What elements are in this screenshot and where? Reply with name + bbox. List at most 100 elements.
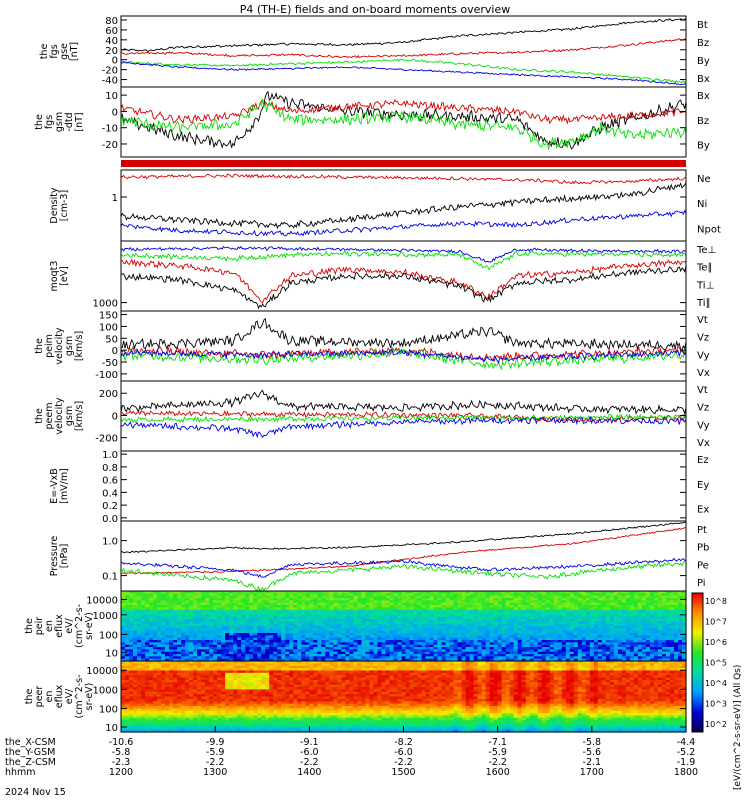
legend-ez: Ez <box>697 455 709 466</box>
legend-ex: Ex <box>697 505 709 516</box>
panel-fgs_gsm_detrend <box>120 86 687 158</box>
x-row-label: hhmm <box>5 767 36 778</box>
y-axis-label: the <box>34 338 45 354</box>
series-line-peem_velocity-2 <box>120 413 687 424</box>
x-tick-label: -9.9 <box>206 737 225 748</box>
y-axis-label: en <box>44 620 55 632</box>
series-line-fgs_gsm_detrend-1 <box>120 98 687 125</box>
x-tick-label: -2.2 <box>488 757 507 768</box>
series-line-fgs_gse-0 <box>120 17 687 53</box>
legend-te⊥: Te⊥ <box>696 245 716 256</box>
series-line-temperature-1 <box>120 265 687 310</box>
y-axis-label: gse <box>59 43 70 60</box>
series-line-fgs_gsm_detrend-2 <box>120 98 687 150</box>
y-tick-label: 150 <box>99 311 118 322</box>
series-line-peem_velocity-0 <box>120 389 687 416</box>
colorbar-tick: 10^3 <box>705 700 727 709</box>
series-line-temperature-2 <box>120 245 687 263</box>
y-axis-label: -dtd <box>64 112 75 131</box>
legend-vy: Vy <box>697 420 710 431</box>
series-line-peim_velocity-1 <box>120 345 687 363</box>
y-tick-label: 80 <box>105 16 118 27</box>
x-tick-label: 1600 <box>486 767 510 778</box>
y-axis-label: velocity <box>54 397 65 435</box>
x-tick-label: 1800 <box>674 767 698 778</box>
legend-bt: Bt <box>697 20 708 31</box>
legend-vz: Vz <box>697 403 709 414</box>
panel-frame <box>120 15 687 88</box>
y-axis-label: gsm <box>64 406 75 426</box>
colorbar-tick: 10^6 <box>705 638 727 647</box>
legend-ey: Ey <box>697 480 709 491</box>
series-line-pressure-1 <box>120 526 687 575</box>
y-tick-label: -10 <box>102 124 118 135</box>
y-tick-label: -50 <box>102 358 118 369</box>
y-axis-label: peem <box>44 403 55 430</box>
y-axis-label: [nT] <box>74 112 85 131</box>
y-tick-label: 20 <box>105 46 118 57</box>
x-tick-label: -5.8 <box>112 747 131 758</box>
legend-bz: Bz <box>697 38 709 49</box>
y-axis-label: sr-eV) <box>84 612 95 640</box>
colorbar-tick: 10^4 <box>705 679 727 688</box>
series-line-peim_velocity-0 <box>120 317 687 351</box>
y-tick-label: -100 <box>95 370 118 381</box>
legend-by: By <box>697 56 710 67</box>
y-axis-label: the <box>34 114 45 130</box>
y-axis-label: eflux <box>54 684 65 708</box>
y-tick-label: 0 <box>112 107 118 118</box>
y-tick-label: -20 <box>102 140 118 151</box>
panel-frame <box>120 450 687 522</box>
series-line-pressure-0 <box>120 521 687 554</box>
y-tick-label: 50 <box>105 334 118 345</box>
y-axis-label: (cm^2-s- <box>74 675 85 719</box>
y-tick-label: 0.1 <box>102 572 118 583</box>
panel-peim_velocity <box>120 310 687 382</box>
panel-fgs_gse <box>120 15 687 88</box>
y-tick-label: 40 <box>105 36 118 47</box>
y-axis-label: the <box>39 44 50 60</box>
colorbar-tick: 10^7 <box>705 618 727 627</box>
x-tick-label: -2.2 <box>206 757 225 768</box>
series-line-peem_velocity-3 <box>120 415 687 439</box>
y-axis-label: eV/ <box>64 617 75 633</box>
legend-vz: Vz <box>697 333 709 344</box>
mode-strip <box>121 160 686 167</box>
legend-ni: Ni <box>697 199 707 210</box>
y-axis-label: fgs <box>44 115 55 129</box>
legend-npot: Npot <box>697 224 721 235</box>
legend-bx: Bx <box>697 74 710 85</box>
y-axis-label: the <box>24 618 35 634</box>
colorbar-tick: 10^5 <box>705 659 727 668</box>
series-line-pressure-3 <box>120 557 686 578</box>
panel-exb <box>120 450 687 522</box>
panel-density <box>120 169 687 242</box>
x-tick-label: 1400 <box>297 767 321 778</box>
y-axis-label: [eV] <box>59 266 70 286</box>
series-line-density-2 <box>120 209 687 237</box>
y-axis-label: gsm <box>64 336 75 356</box>
legend-by: By <box>697 141 710 152</box>
colorbar-tick: 10^8 <box>705 597 727 606</box>
legend-bx: Bx <box>697 91 710 102</box>
y-axis-label: en <box>44 691 55 703</box>
colorbar <box>691 592 704 733</box>
series-line-density-0 <box>120 173 687 185</box>
x-tick-label: -8.2 <box>394 737 413 748</box>
legend-pb: Pb <box>697 543 709 554</box>
x-tick-label: -10.6 <box>109 737 134 748</box>
y-tick-label: -20 <box>102 66 118 77</box>
y-axis-label: (cm^2-s- <box>74 604 85 648</box>
x-tick-label: -5.9 <box>488 747 507 758</box>
panel-temperature <box>120 240 687 312</box>
legend-vx: Vx <box>697 438 710 449</box>
y-axis-label: the <box>34 408 45 424</box>
y-tick-label: 100 <box>99 322 118 333</box>
series-line-pressure-2 <box>120 560 687 592</box>
y-tick-label: 1000 <box>93 611 118 622</box>
y-axis-label: peir <box>34 617 45 636</box>
x-tick-label: -2.3 <box>112 757 131 768</box>
x-tick-label: -2.2 <box>394 757 413 768</box>
y-axis-label: [cm-3] <box>59 190 70 221</box>
y-tick-label: 0 <box>112 56 118 67</box>
